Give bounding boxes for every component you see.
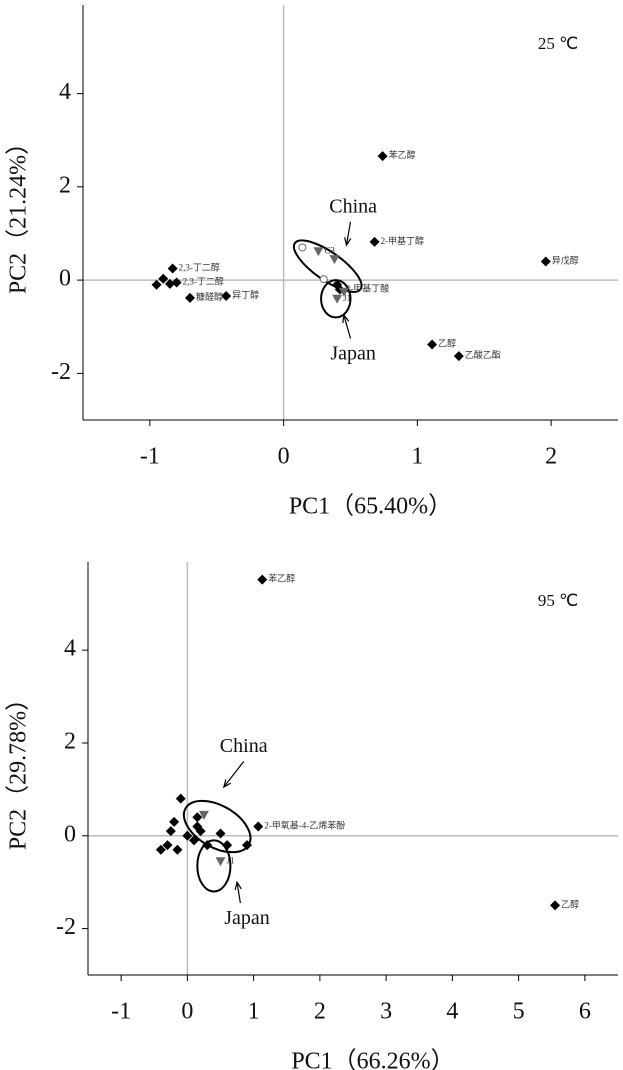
chart: -1 0 1 2 -2 0 2 4 PC1（65.40%） PC2（21.24%） 25 ℃ Chin…: [6, 5, 618, 520]
group-ellipse: [320, 279, 352, 319]
point: [192, 812, 203, 823]
point: [158, 273, 169, 284]
point-label: 苯乙醇: [268, 573, 295, 584]
point: [171, 277, 182, 288]
chart-title: 95 ℃: [538, 591, 578, 610]
point-label: 乙醇: [438, 338, 456, 349]
point: [319, 275, 328, 284]
x-tick-label: 2: [314, 999, 326, 1025]
y-tick-label: 2: [59, 172, 71, 198]
point: [253, 821, 264, 832]
x-axis-title: PC1（65.40%）: [289, 494, 452, 520]
point-label: C3: [324, 245, 335, 255]
point: [151, 279, 162, 290]
point: [167, 263, 178, 274]
point: [298, 243, 307, 252]
point: [215, 828, 226, 839]
point: [540, 256, 551, 267]
point: [427, 339, 438, 350]
annotation-arrow: [343, 314, 352, 339]
x-axis-title: PC1（66.26%）: [291, 1049, 454, 1070]
point: [165, 826, 176, 837]
x-tick-label: 1: [411, 444, 423, 470]
point: [332, 294, 343, 304]
point-label: 2-甲氧基-4-乙烯苯酚: [264, 820, 345, 831]
arrow-head: [222, 779, 232, 789]
x-tick-label: 5: [513, 999, 525, 1025]
point-label: 乙醇: [561, 898, 579, 909]
point: [169, 816, 180, 827]
point: [164, 278, 175, 289]
chart-title: 25 ℃: [538, 34, 578, 53]
annotation: China: [329, 195, 377, 217]
arrow-head: [344, 237, 352, 247]
point: [338, 287, 349, 297]
point-label: 2,3-丁二醇: [179, 262, 220, 273]
point-label: 2,3-丁二醇: [183, 276, 224, 287]
point-label: 乙酸乙酯: [465, 350, 501, 360]
y-tick-label: 4: [59, 79, 71, 105]
annotation-arrow: [236, 882, 241, 904]
y-tick-label: 4: [64, 636, 76, 662]
annotation: Japan: [224, 907, 270, 929]
x-tick-label: 6: [579, 999, 591, 1025]
point-label: J1: [227, 855, 235, 865]
x-tick-label: 0: [278, 444, 290, 470]
point: [377, 151, 388, 162]
group-ellipse: [196, 839, 232, 893]
point: [215, 857, 226, 867]
x-tick-label: 1: [248, 999, 260, 1025]
point: [369, 236, 380, 247]
point: [222, 840, 233, 851]
point: [550, 900, 561, 911]
y-tick-label: 0: [59, 266, 71, 292]
point: [257, 574, 268, 585]
point: [329, 255, 340, 265]
y-tick-label: 0: [64, 821, 76, 847]
point: [313, 247, 324, 257]
point: [155, 844, 166, 855]
point-label: 异戊醇: [552, 255, 579, 266]
x-tick-label: -1: [111, 999, 131, 1025]
arrow-head: [342, 313, 350, 324]
y-tick-label: -2: [56, 914, 76, 940]
point: [182, 830, 193, 841]
point-label: 糠醛醇: [196, 291, 223, 302]
point: [453, 351, 464, 362]
x-tick-label: 2: [545, 444, 557, 470]
x-tick-label: 0: [181, 999, 193, 1025]
chart: -1 0 1 2 3 4 5 6 -2 0 2 4 PC1（66.26%） PC2（29.78%） 95 ℃…: [6, 562, 618, 1070]
point: [198, 810, 209, 820]
point-label: J1: [343, 293, 351, 303]
y-axis-title: PC2（21.24%）: [6, 131, 32, 294]
point-label: 异丁醇: [232, 289, 259, 300]
point-label: 2-甲基丁醇: [381, 235, 425, 246]
point: [202, 840, 213, 851]
x-tick-label: 4: [446, 999, 458, 1025]
point: [195, 826, 206, 837]
annotation: China: [220, 735, 268, 757]
point: [189, 835, 199, 846]
point: [221, 290, 232, 301]
point-label: 苯乙醇: [389, 149, 416, 160]
annotation-arrow: [345, 221, 352, 246]
x-tick-label: -1: [140, 444, 160, 470]
group-ellipse: [292, 239, 363, 293]
y-tick-label: 2: [64, 728, 76, 754]
point: [172, 844, 183, 855]
x-tick-label: 3: [380, 999, 392, 1025]
point: [162, 840, 173, 851]
y-axis-title: PC2（29.78%）: [6, 687, 32, 850]
annotation: Japan: [330, 342, 376, 364]
point-label: 2-甲基丁酸: [346, 283, 390, 294]
point: [185, 292, 195, 303]
point: [242, 840, 252, 851]
point: [175, 793, 186, 804]
point: [332, 279, 343, 290]
y-tick-label: -2: [51, 359, 71, 385]
annotation-arrow: [223, 761, 245, 788]
arrow-head: [234, 880, 242, 891]
